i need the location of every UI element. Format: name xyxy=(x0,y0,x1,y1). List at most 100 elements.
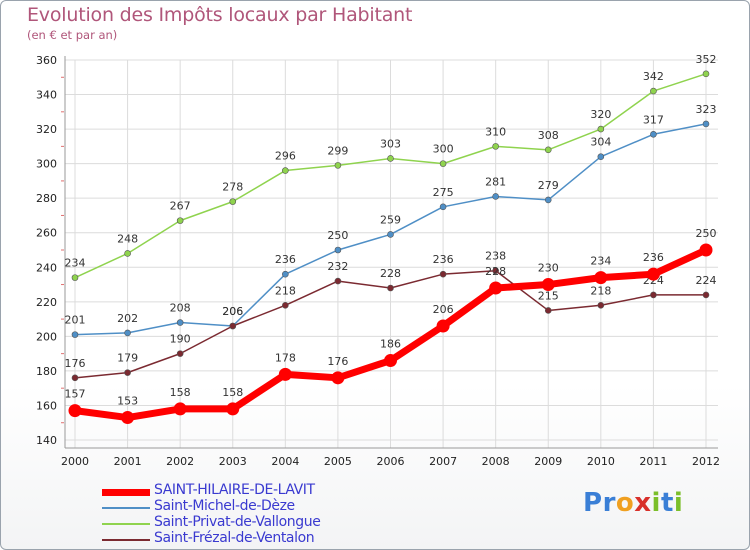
data-label: 236 xyxy=(275,253,296,266)
data-point xyxy=(229,198,237,205)
data-label: 275 xyxy=(433,186,454,199)
data-label: 323 xyxy=(696,103,717,116)
data-label: 278 xyxy=(222,181,243,194)
data-point xyxy=(489,281,503,295)
data-point xyxy=(282,301,289,309)
data-point xyxy=(544,146,552,154)
data-label: 250 xyxy=(696,227,717,240)
data-label: 215 xyxy=(538,289,559,302)
y-tick-label: 340 xyxy=(36,89,57,102)
data-label: 303 xyxy=(380,137,401,150)
data-point xyxy=(650,291,657,299)
data-point xyxy=(68,404,82,418)
data-point xyxy=(702,70,710,78)
legend-label: Saint-Michel-de-Dèze xyxy=(154,498,295,514)
data-label: 279 xyxy=(538,179,559,192)
proxiti-logo: Proxiti xyxy=(583,488,683,518)
x-tick-label: 2007 xyxy=(429,455,457,468)
data-label: 259 xyxy=(380,213,401,226)
data-label: 190 xyxy=(170,333,191,346)
data-label: 234 xyxy=(590,255,611,268)
x-tick-label: 2010 xyxy=(587,455,615,468)
data-label: 157 xyxy=(65,388,86,401)
data-label: 238 xyxy=(485,250,506,263)
x-tick-label: 2002 xyxy=(166,455,194,468)
logo-letter: i xyxy=(673,488,684,518)
data-point xyxy=(439,203,447,211)
data-point xyxy=(282,270,289,278)
data-label: 201 xyxy=(65,314,86,327)
data-label: 310 xyxy=(485,125,506,138)
data-point xyxy=(176,319,184,326)
data-point xyxy=(650,87,657,95)
data-point xyxy=(121,411,135,425)
y-tick-label: 160 xyxy=(36,399,57,412)
data-point xyxy=(387,231,394,238)
data-point xyxy=(544,196,552,204)
data-label: 296 xyxy=(275,150,296,163)
data-label: 236 xyxy=(643,251,664,264)
data-label: 179 xyxy=(117,352,138,365)
y-tick-label: 240 xyxy=(36,261,57,274)
x-tick-label: 2008 xyxy=(482,455,510,468)
data-label: 202 xyxy=(117,312,138,325)
data-point xyxy=(699,243,713,257)
y-tick-label: 200 xyxy=(36,330,57,343)
x-tick-label: 2003 xyxy=(219,455,247,468)
data-label: 228 xyxy=(485,265,506,278)
y-tick-label: 180 xyxy=(36,365,57,378)
data-point xyxy=(226,402,240,416)
data-label: 206 xyxy=(433,303,454,316)
data-point xyxy=(71,274,79,281)
logo-letter: t xyxy=(660,488,674,518)
data-label: 230 xyxy=(538,262,559,275)
y-tick-label: 140 xyxy=(36,434,57,447)
data-label: 206 xyxy=(222,305,243,318)
data-point xyxy=(278,367,292,381)
data-label: 320 xyxy=(590,108,611,121)
data-label: 234 xyxy=(65,257,86,270)
logo-letter: P xyxy=(583,488,603,518)
legend-swatch xyxy=(102,488,150,496)
y-tick-label: 220 xyxy=(36,296,57,309)
data-point xyxy=(594,271,608,285)
data-label: 208 xyxy=(170,302,191,315)
data-point xyxy=(646,267,660,281)
data-point xyxy=(492,143,499,150)
data-point xyxy=(334,246,342,254)
data-label: 317 xyxy=(643,113,664,126)
data-point xyxy=(173,402,187,416)
data-label: 300 xyxy=(433,143,454,156)
legend-swatch xyxy=(102,539,150,541)
data-point xyxy=(387,155,394,162)
legend-label: Saint-Frézal-de-Ventalon xyxy=(154,530,315,546)
data-label: 250 xyxy=(327,229,348,242)
data-point xyxy=(597,125,605,133)
data-label: 352 xyxy=(696,53,717,66)
data-label: 248 xyxy=(117,232,138,245)
legend-swatch xyxy=(102,507,150,509)
data-point xyxy=(436,319,450,333)
data-label: 178 xyxy=(275,351,296,364)
data-label: 299 xyxy=(327,144,348,157)
logo-letter: x xyxy=(634,488,652,518)
data-label: 224 xyxy=(696,274,717,287)
x-tick-label: 2000 xyxy=(61,455,89,468)
logo-letter: r xyxy=(602,488,616,518)
data-point xyxy=(334,277,342,285)
chart-title: Evolution des Impôts locaux par Habitant xyxy=(27,4,413,26)
data-point xyxy=(384,354,397,368)
data-point xyxy=(492,193,499,200)
data-point xyxy=(331,371,345,385)
data-label: 236 xyxy=(433,253,454,266)
data-label: 218 xyxy=(590,284,611,297)
data-point xyxy=(282,167,289,174)
data-point xyxy=(702,291,710,299)
data-point xyxy=(544,307,552,314)
data-label: 153 xyxy=(117,395,138,408)
x-tick-label: 2005 xyxy=(324,455,352,468)
data-label: 304 xyxy=(590,136,611,149)
data-point xyxy=(597,301,605,309)
y-tick-label: 300 xyxy=(36,158,57,171)
data-label: 218 xyxy=(275,284,296,297)
